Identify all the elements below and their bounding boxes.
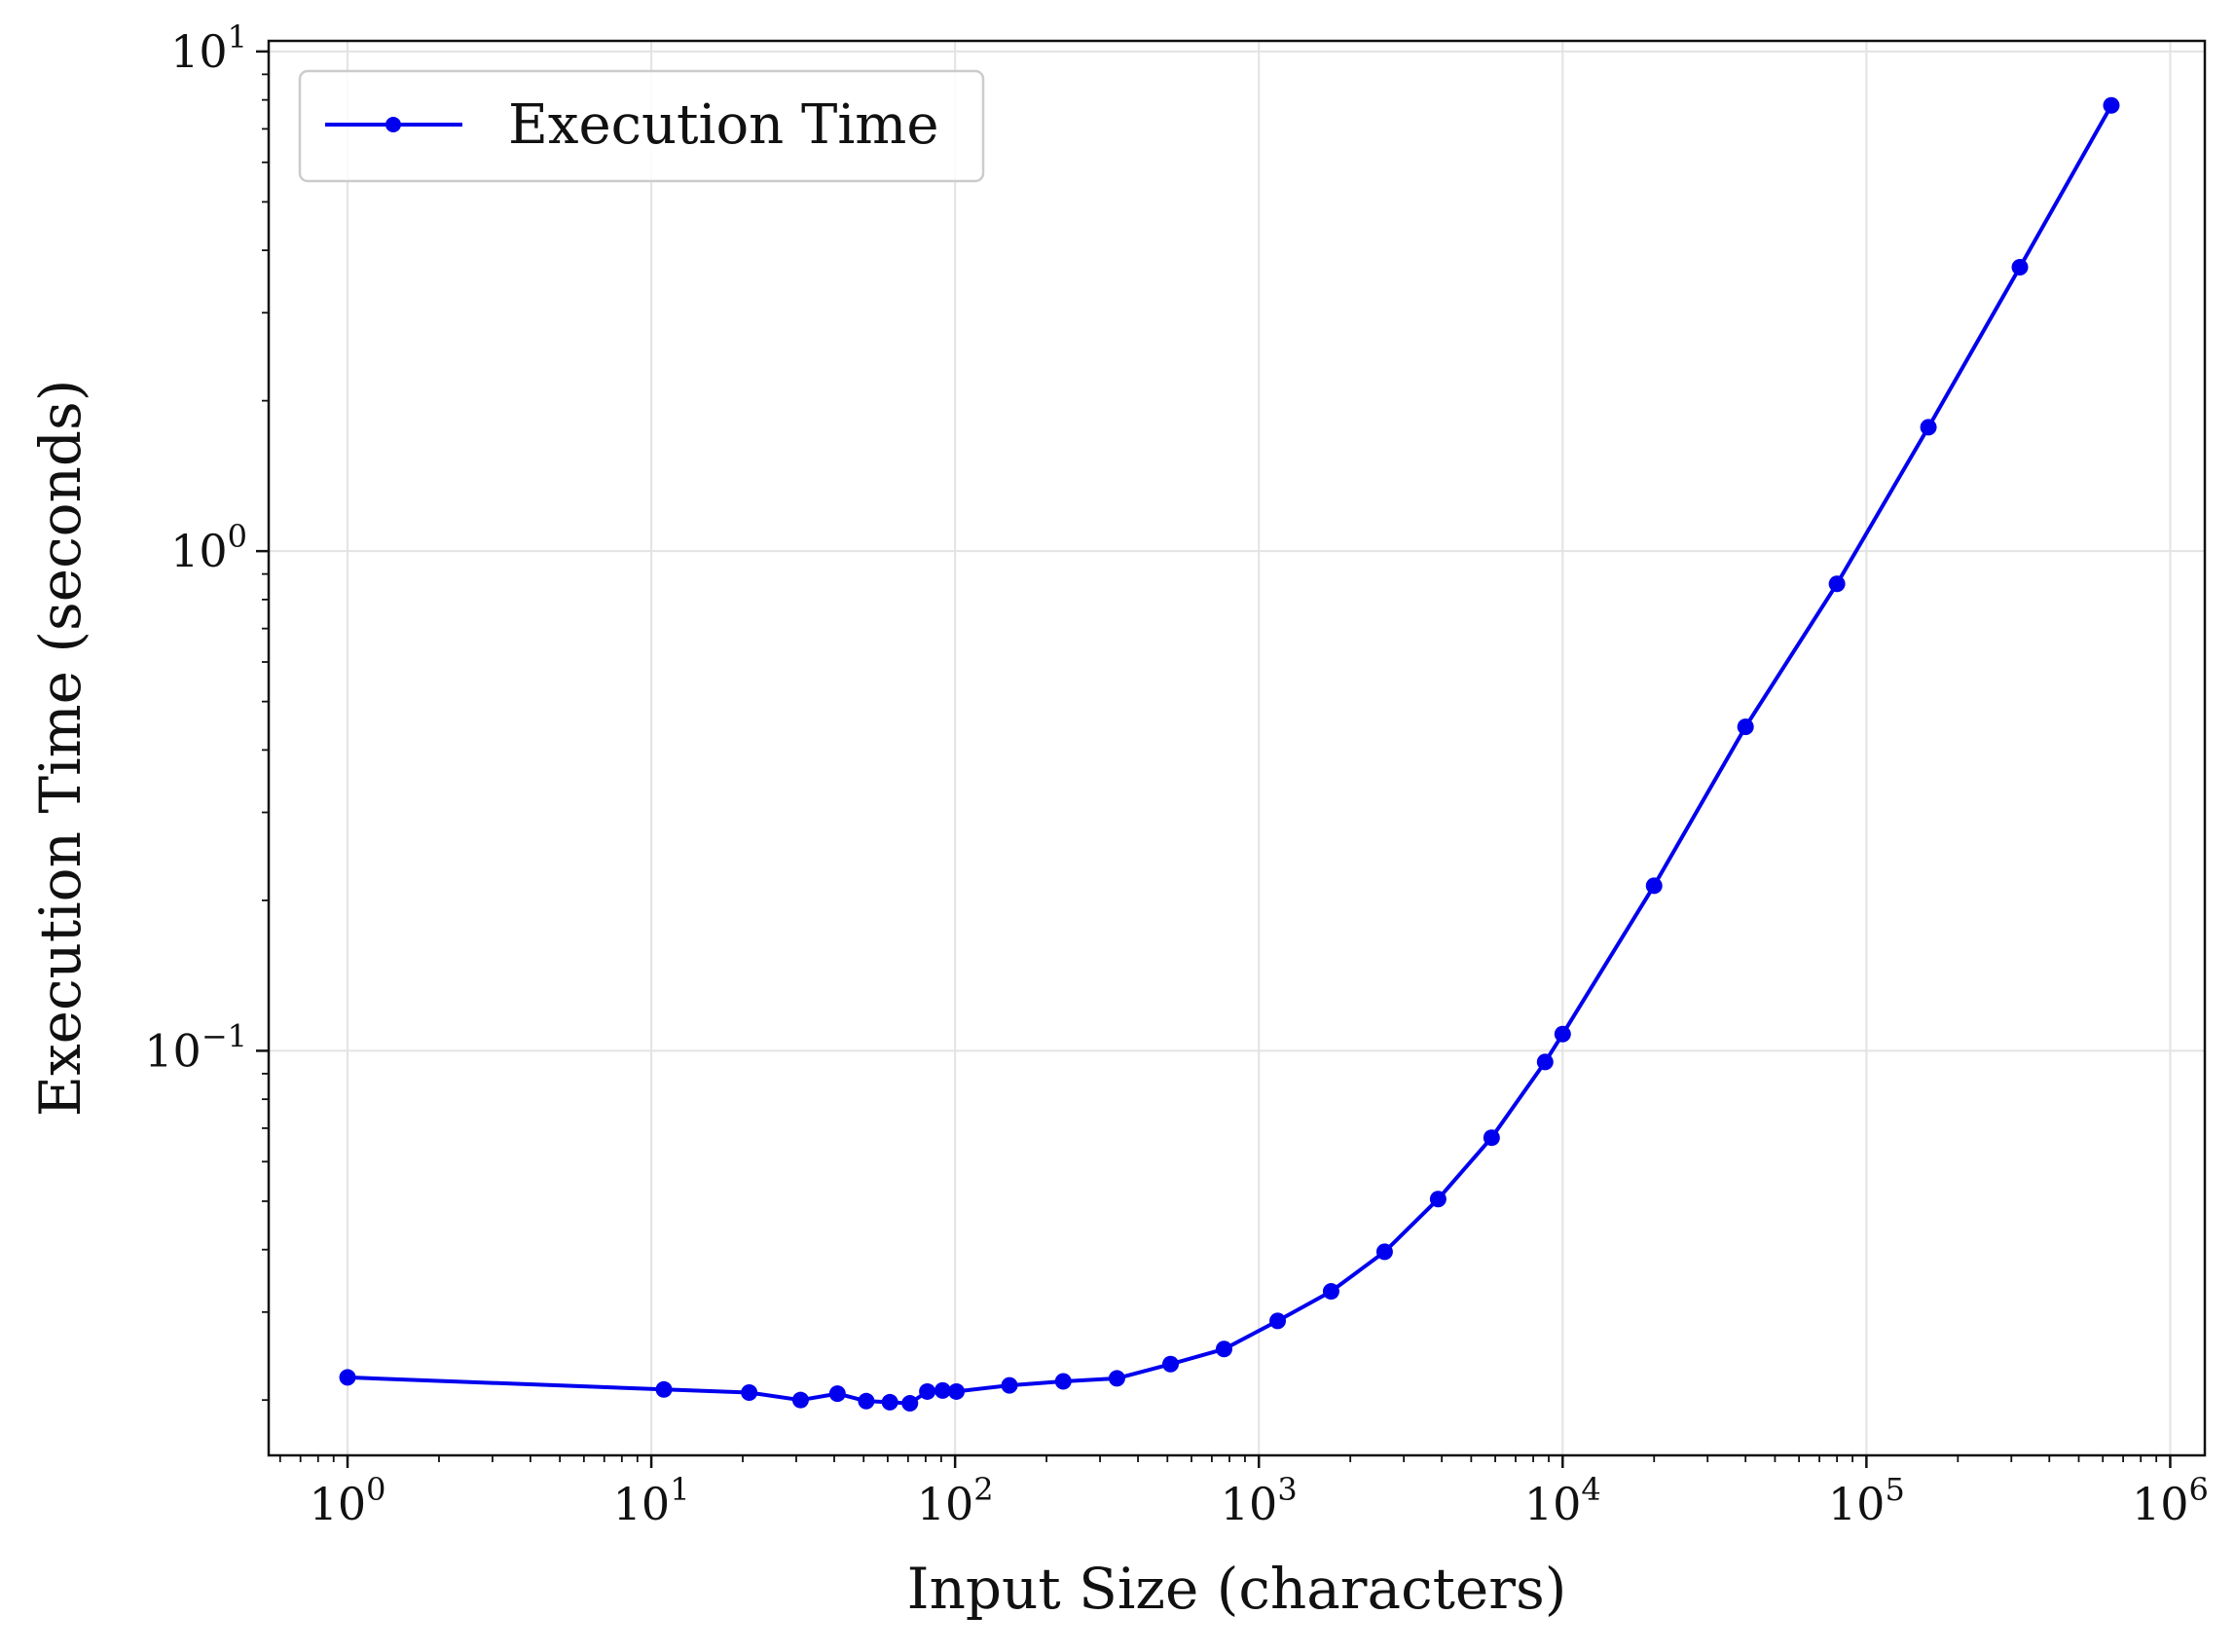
x-tick-exponent: 3: [1277, 1471, 1297, 1508]
grid-lines: [269, 41, 2205, 1455]
major-ticks: [256, 50, 2172, 1468]
x-tick-label: 103: [1221, 1471, 1298, 1530]
data-point: [741, 1384, 758, 1402]
data-point: [655, 1380, 673, 1398]
data-point: [934, 1381, 951, 1399]
x-tick-exponent: 4: [1581, 1471, 1600, 1508]
legend: Execution Time: [298, 69, 985, 183]
data-point: [1375, 1243, 1393, 1261]
data-point: [901, 1395, 919, 1413]
data-point: [2103, 96, 2120, 114]
data-point: [1536, 1053, 1554, 1071]
x-tick-exponent: 5: [1885, 1471, 1904, 1508]
data-point: [1322, 1283, 1339, 1301]
data-point: [1483, 1129, 1500, 1147]
data-point: [858, 1392, 875, 1410]
data-point: [1554, 1025, 1571, 1043]
data-point: [1429, 1191, 1447, 1208]
y-tick-exponent: 0: [228, 518, 247, 555]
data-point: [1162, 1355, 1180, 1373]
x-tick-exponent: 0: [366, 1471, 385, 1508]
data-point: [1215, 1340, 1232, 1358]
data-point: [2011, 259, 2029, 276]
data-point: [1828, 575, 1846, 593]
data-point: [948, 1382, 966, 1400]
data-point: [1269, 1312, 1287, 1330]
x-tick-exponent: 2: [973, 1471, 993, 1508]
data-point: [1920, 419, 1937, 436]
legend-marker-sample: [385, 117, 401, 132]
data-point: [881, 1393, 898, 1411]
y-axis-title: Execution Time (seconds): [27, 380, 93, 1118]
y-tick-exponent: 1: [228, 18, 247, 55]
data-point: [339, 1369, 356, 1386]
data-point: [919, 1382, 936, 1400]
x-tick-exponent: 1: [670, 1471, 689, 1508]
data-point: [1737, 718, 1754, 736]
legend-label: Execution Time: [508, 93, 939, 157]
data-point: [1054, 1373, 1072, 1390]
data-point: [791, 1391, 809, 1409]
data-point: [1108, 1370, 1125, 1387]
legend-box: [298, 69, 985, 183]
data-point: [828, 1385, 846, 1403]
series-layer: [339, 96, 2120, 1413]
x-tick-exponent: 6: [2189, 1471, 2209, 1508]
y-tick-exponent: −1: [202, 1017, 247, 1054]
x-axis-title: Input Size (characters): [907, 1556, 1567, 1622]
data-point: [1001, 1377, 1018, 1394]
data-point: [1645, 877, 1663, 895]
plot-frame: [267, 39, 2207, 1457]
